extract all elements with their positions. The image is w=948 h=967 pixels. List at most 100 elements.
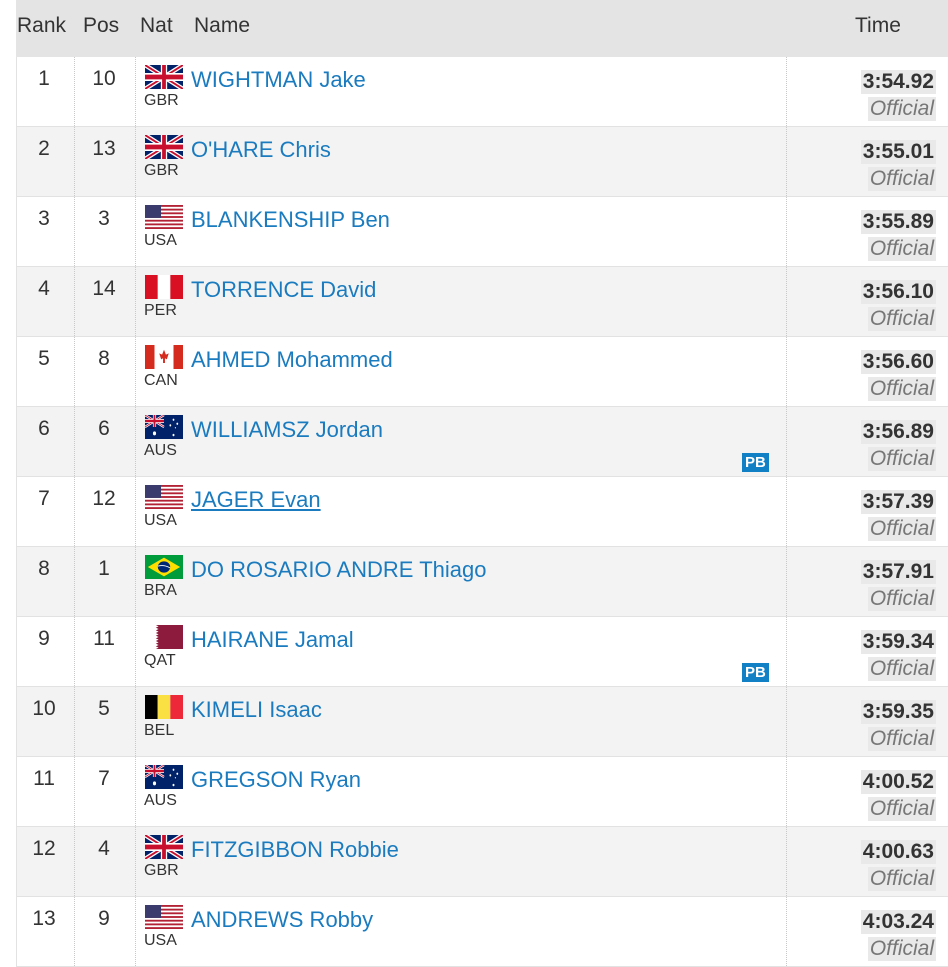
column-divider — [74, 197, 75, 266]
column-divider — [786, 547, 787, 616]
bel-flag-icon — [145, 695, 183, 719]
result-status: Official — [867, 447, 936, 471]
nat-code: USA — [144, 232, 177, 249]
column-divider — [135, 547, 136, 616]
result-time: 4:00.52 — [860, 770, 936, 794]
column-divider — [135, 757, 136, 826]
result-time: 3:54.92 — [860, 70, 936, 94]
column-divider — [16, 687, 17, 756]
result-status: Official — [867, 237, 936, 261]
pos-cell: 3 — [98, 207, 110, 230]
athlete-name-link[interactable]: FITZGIBBON Robbie — [191, 837, 399, 862]
usa-flag-icon — [145, 205, 183, 229]
column-divider — [74, 407, 75, 476]
pos-cell: 11 — [93, 627, 115, 650]
result-status: Official — [867, 377, 936, 401]
column-divider — [74, 127, 75, 196]
column-divider — [135, 897, 136, 966]
pb-badge: PB — [742, 663, 769, 682]
column-divider — [786, 127, 787, 196]
column-divider — [16, 197, 17, 266]
result-time: 3:55.89 — [860, 210, 936, 234]
gbr-flag-icon — [145, 835, 183, 859]
column-divider — [786, 407, 787, 476]
pos-cell: 5 — [98, 697, 110, 720]
athlete-name-link[interactable]: O'HARE Chris — [191, 137, 331, 162]
rank-cell: 13 — [32, 907, 56, 930]
nat-code: AUS — [144, 442, 177, 459]
athlete-name-link[interactable]: HAIRANE Jamal — [191, 627, 354, 652]
result-status: Official — [867, 167, 936, 191]
nat-code: BRA — [144, 582, 177, 599]
name-column-header[interactable]: Name — [194, 14, 251, 37]
result-status: Official — [867, 657, 936, 681]
pb-badge: PB — [742, 453, 769, 472]
column-divider — [135, 337, 136, 406]
usa-flag-icon — [145, 485, 183, 509]
athlete-name-link[interactable]: JAGER Evan — [191, 487, 321, 512]
column-divider — [74, 337, 75, 406]
column-divider — [786, 57, 787, 126]
pos-cell: 12 — [92, 487, 116, 510]
athlete-name-link[interactable]: WIGHTMAN Jake — [191, 67, 366, 92]
rank-cell: 9 — [38, 627, 50, 650]
athlete-name-link[interactable]: BLANKENSHIP Ben — [191, 207, 390, 232]
column-divider — [786, 617, 787, 686]
result-time: 3:55.01 — [860, 140, 936, 164]
result-status: Official — [867, 307, 936, 331]
column-divider — [786, 267, 787, 336]
rank-cell: 2 — [38, 137, 50, 160]
table-row: 10 5 BEL KIMELI Isaac 3:59.35 Official — [16, 687, 948, 757]
table-body: 1 10 GBR WIGHTMAN Jake 3:54.92 Official 2 13 GBR… — [16, 57, 948, 967]
column-divider — [786, 757, 787, 826]
result-status: Official — [867, 517, 936, 541]
athlete-name-link[interactable]: TORRENCE David — [191, 277, 377, 302]
table-row: 9 11 QAT HAIRANE Jamal PB 3:59.34 Official — [16, 617, 948, 687]
results-table: Rank Pos Nat Name Time 1 10 GBR WIGHTMAN Ja… — [16, 0, 948, 967]
column-divider — [74, 547, 75, 616]
time-column-header[interactable]: Time — [855, 14, 901, 37]
column-divider — [16, 827, 17, 896]
column-divider — [135, 127, 136, 196]
rank-cell: 7 — [38, 487, 50, 510]
column-divider — [16, 127, 17, 196]
nat-column-header[interactable]: Nat — [140, 14, 173, 37]
column-divider — [16, 547, 17, 616]
per-flag-icon — [145, 275, 183, 299]
usa-flag-icon — [145, 905, 183, 929]
nat-code: GBR — [144, 862, 179, 879]
rank-cell: 4 — [38, 277, 50, 300]
gbr-flag-icon — [145, 135, 183, 159]
column-divider — [135, 57, 136, 126]
rank-cell: 3 — [38, 207, 50, 230]
pos-column-header[interactable]: Pos — [83, 14, 120, 37]
athlete-name-link[interactable]: DO ROSARIO ANDRE Thiago — [191, 557, 487, 582]
nat-code: PER — [144, 302, 177, 319]
rank-column-header[interactable]: Rank — [17, 14, 67, 37]
gbr-flag-icon — [145, 65, 183, 89]
column-divider — [135, 197, 136, 266]
athlete-name-link[interactable]: ANDREWS Robby — [191, 907, 374, 932]
column-divider — [16, 477, 17, 546]
column-divider — [74, 687, 75, 756]
column-divider — [786, 197, 787, 266]
column-divider — [16, 897, 17, 966]
nat-code: AUS — [144, 792, 177, 809]
athlete-name-link[interactable]: WILLIAMSZ Jordan — [191, 417, 383, 442]
athlete-name-link[interactable]: GREGSON Ryan — [191, 767, 361, 792]
aus-flag-icon — [145, 765, 183, 789]
column-divider — [16, 617, 17, 686]
column-divider — [786, 687, 787, 756]
athlete-name-link[interactable]: AHMED Mohammed — [191, 347, 393, 372]
pos-cell: 10 — [92, 67, 116, 90]
pos-cell: 1 — [98, 557, 110, 580]
result-time: 3:59.34 — [860, 630, 936, 654]
result-time: 3:59.35 — [860, 700, 936, 724]
table-row: 5 8 CAN AHMED Mohammed 3:56.60 Official — [16, 337, 948, 407]
athlete-name-link[interactable]: KIMELI Isaac — [191, 697, 322, 722]
column-divider — [74, 477, 75, 546]
nat-code: QAT — [144, 652, 176, 669]
table-row: 7 12 USA JAGER Evan 3:57.39 Official — [16, 477, 948, 547]
column-divider — [135, 827, 136, 896]
qat-flag-icon — [145, 625, 183, 649]
